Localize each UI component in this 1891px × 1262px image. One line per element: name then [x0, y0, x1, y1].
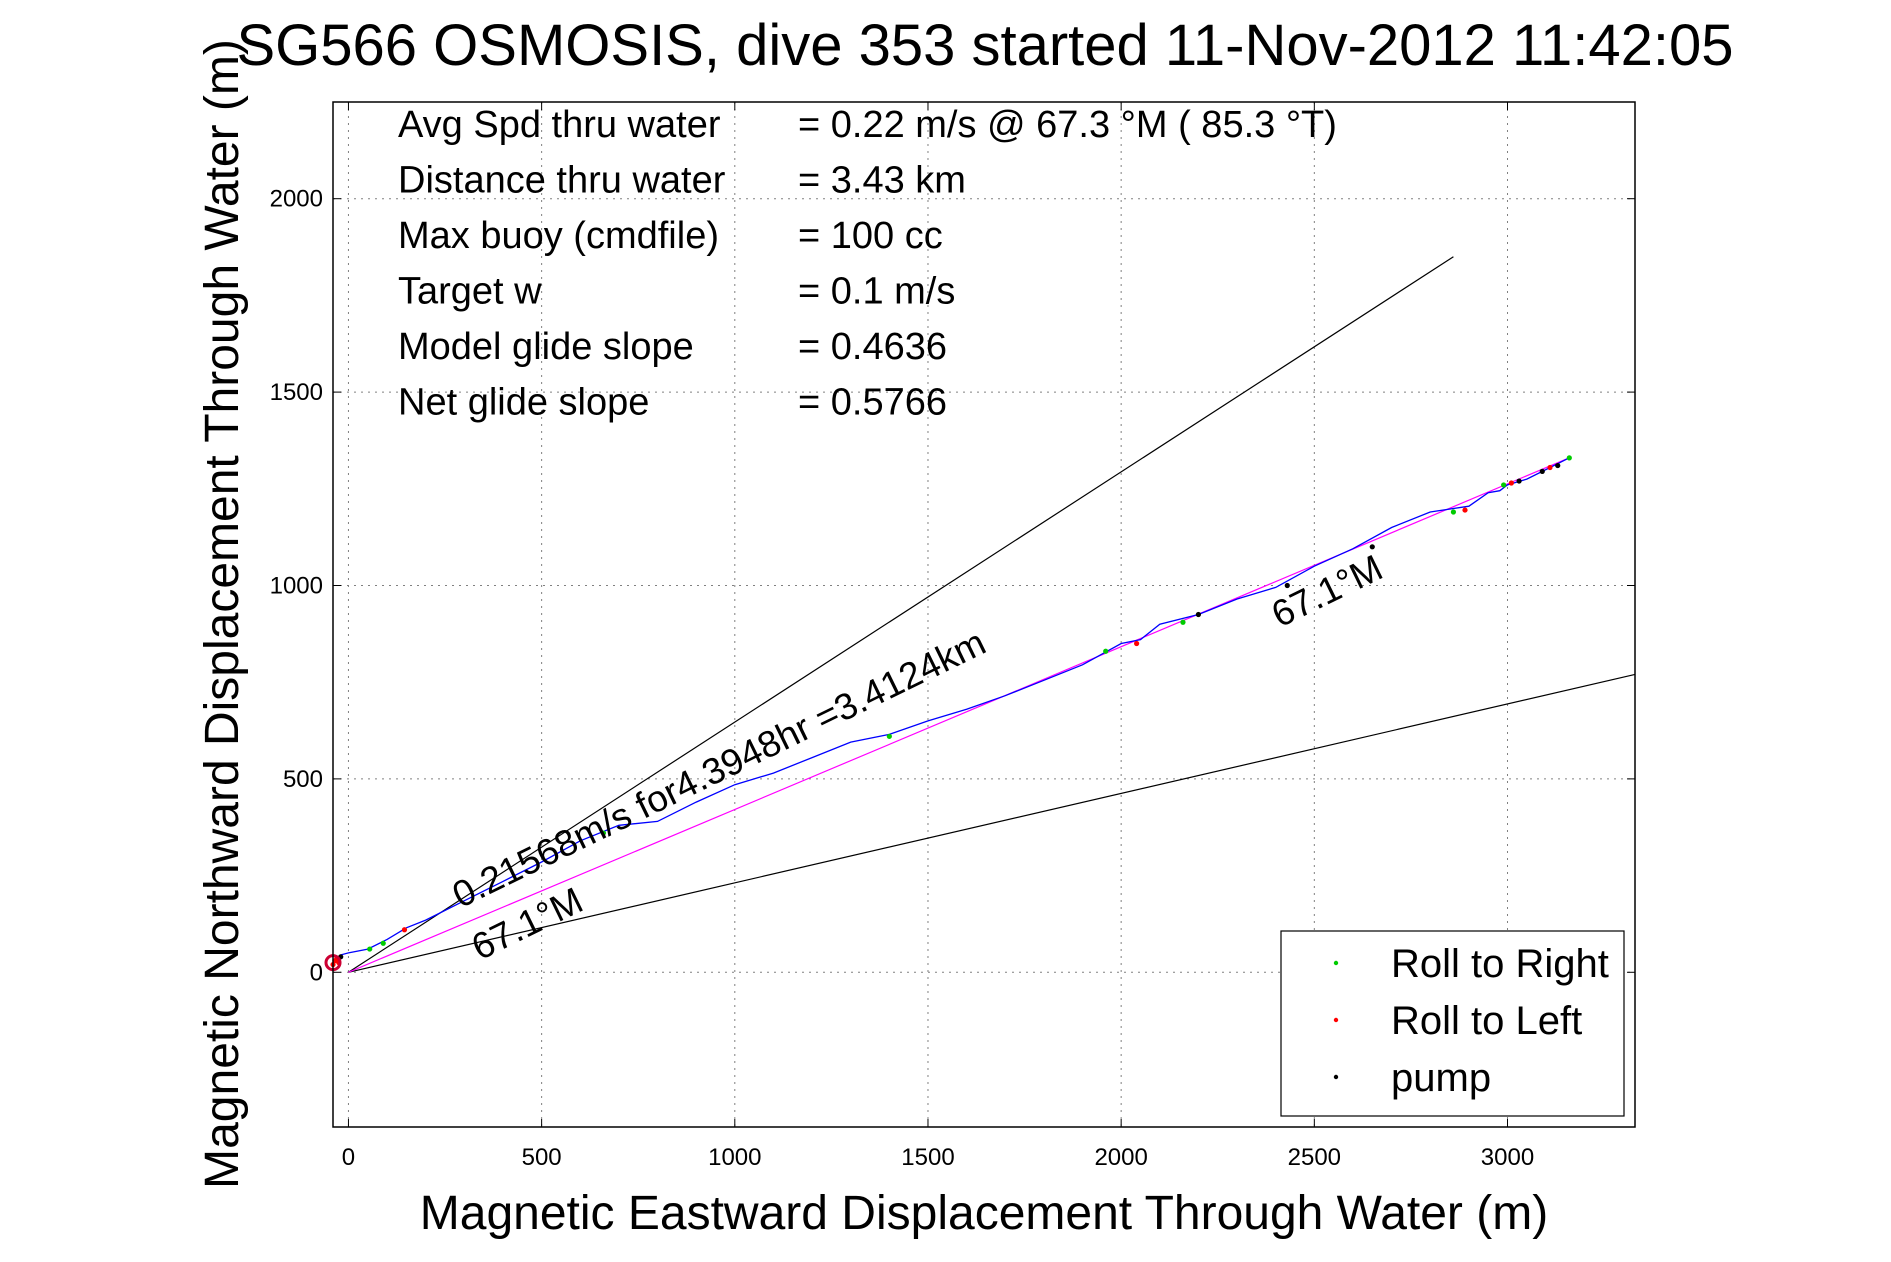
- info-value: = 0.22 m/s @ 67.3 °M ( 85.3 °T): [798, 104, 1337, 146]
- x-tick-label: 500: [522, 1144, 562, 1171]
- data-point: [380, 940, 386, 946]
- data-point: [1547, 464, 1553, 471]
- x-tick-label: 2500: [1288, 1144, 1341, 1171]
- data-point: [1369, 544, 1375, 550]
- data-points: [324, 455, 1572, 972]
- y-tick-label: 1000: [270, 572, 323, 599]
- x-tick-label: 1500: [901, 1144, 954, 1171]
- data-point: [886, 733, 892, 739]
- envelope-upper-line: [348, 256, 1454, 973]
- data-point: [1195, 611, 1202, 618]
- x-tick-label: 1000: [708, 1144, 761, 1171]
- track-path-group: [334, 457, 1570, 962]
- data-point: [1450, 509, 1457, 515]
- info-value: = 3.43 km: [798, 160, 966, 202]
- x-tick-label: 3000: [1481, 1144, 1534, 1171]
- data-point: [1539, 468, 1545, 474]
- data-point: [401, 927, 408, 933]
- data-point: [1508, 480, 1514, 486]
- data-point: [600, 830, 607, 836]
- legend-label: Roll to Right: [1391, 942, 1609, 986]
- data-point: [1566, 455, 1572, 461]
- legend-marker: [1333, 1017, 1339, 1023]
- info-label: Model glide slope: [398, 326, 694, 368]
- legend-box: [1280, 930, 1625, 1117]
- info-text-block: Avg Spd thru water = 0.22 m/s @ 67.3 °M (…: [398, 104, 1337, 424]
- x-axis-title: Magnetic Eastward Displacement Through W…: [420, 1187, 1548, 1240]
- data-point: [1462, 507, 1468, 513]
- data-point: [1555, 462, 1561, 469]
- info-label: Net glide slope: [398, 382, 649, 424]
- data-point: [1103, 648, 1109, 654]
- legend: Roll to Right Roll to Left pump: [1280, 930, 1625, 1117]
- data-point: [1134, 640, 1140, 647]
- y-tick-label: 2000: [270, 186, 323, 213]
- info-label: Distance thru water: [398, 160, 726, 202]
- y-tick-label: 1500: [270, 379, 323, 406]
- info-label: Target w: [398, 271, 542, 313]
- y-tick-label: 500: [283, 766, 323, 793]
- envelope-lower-line: [348, 673, 1636, 973]
- y-tick-label: 0: [310, 959, 323, 986]
- x-tick-label: 0: [342, 1144, 355, 1171]
- legend-marker: [1333, 960, 1339, 966]
- info-label: Avg Spd thru water: [398, 104, 721, 146]
- info-value: = 0.4636: [798, 326, 947, 368]
- data-point: [1284, 582, 1290, 589]
- axis-ticks: 0 500 1000 1500 2000 2500 3000 0 500 1000 1500 2000: [270, 102, 1635, 1171]
- legend-label: pump: [1391, 1056, 1491, 1100]
- y-axis-title: Magnetic Northward Displacement Through …: [196, 39, 249, 1189]
- plot-frame: [332, 101, 1636, 1128]
- data-point: [1501, 482, 1507, 488]
- legend-marker: [1333, 1074, 1339, 1080]
- chart-title: SG566 OSMOSIS, dive 353 started 11-Nov-2…: [236, 13, 1733, 78]
- info-value: = 0.5766: [798, 382, 947, 424]
- net-track-line: [348, 457, 1570, 973]
- info-value: = 100 cc: [798, 215, 943, 257]
- glider-track-path: [334, 457, 1570, 962]
- data-point: [1180, 619, 1186, 625]
- legend-label: Roll to Left: [1391, 999, 1582, 1043]
- reference-lines: [348, 256, 1636, 973]
- data-point: [367, 946, 373, 952]
- info-value: = 0.1 m/s: [798, 271, 955, 313]
- info-label: Max buoy (cmdfile): [398, 215, 719, 257]
- data-point: [1516, 478, 1522, 484]
- x-tick-label: 2000: [1094, 1144, 1147, 1171]
